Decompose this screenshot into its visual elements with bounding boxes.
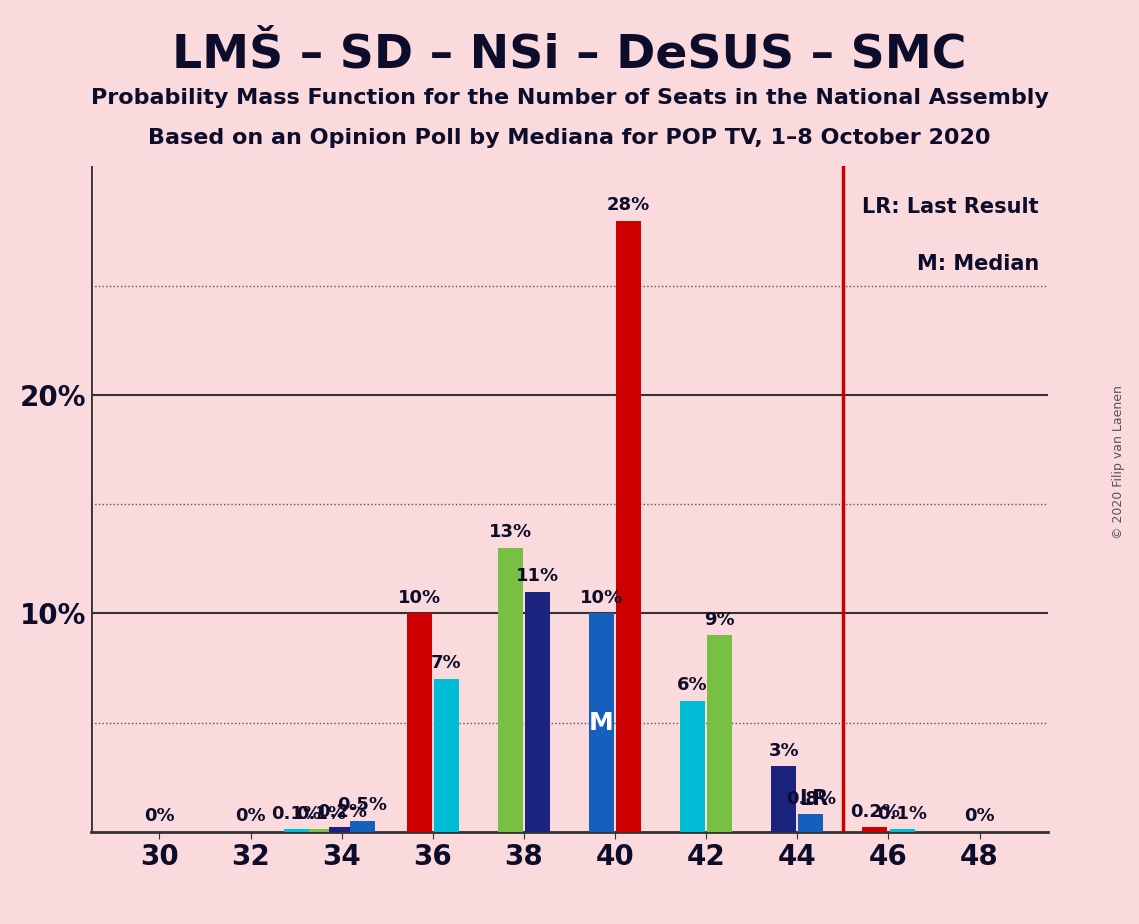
Bar	[498, 548, 523, 832]
Text: 0.1%: 0.1%	[271, 805, 321, 823]
Text: 0.8%: 0.8%	[786, 790, 836, 808]
Text: LR: LR	[800, 789, 829, 808]
Bar	[284, 830, 309, 832]
Text: 13%: 13%	[489, 524, 532, 541]
Bar	[798, 814, 823, 832]
Bar	[589, 614, 614, 832]
Text: 0%: 0%	[236, 807, 265, 825]
Text: 11%: 11%	[516, 567, 559, 585]
Bar	[329, 827, 354, 832]
Text: LMŠ – SD – NSi – DeSUS – SMC: LMŠ – SD – NSi – DeSUS – SMC	[172, 32, 967, 78]
Text: 0.5%: 0.5%	[337, 796, 387, 814]
Bar	[616, 221, 641, 832]
Bar	[862, 827, 887, 832]
Bar	[680, 700, 705, 832]
Text: 7%: 7%	[432, 654, 461, 673]
Text: 0%: 0%	[965, 807, 994, 825]
Text: 0%: 0%	[145, 807, 174, 825]
Text: 6%: 6%	[678, 676, 707, 694]
Bar	[771, 766, 796, 832]
Text: 9%: 9%	[705, 611, 735, 628]
Text: LR: Last Result: LR: Last Result	[862, 197, 1039, 217]
Text: 0.2%: 0.2%	[317, 803, 367, 821]
Bar	[309, 830, 334, 832]
Bar	[407, 614, 432, 832]
Text: M: M	[589, 711, 614, 735]
Text: 0.2%: 0.2%	[850, 803, 900, 821]
Text: 10%: 10%	[398, 589, 441, 607]
Bar	[707, 636, 732, 832]
Text: 28%: 28%	[607, 196, 650, 214]
Bar	[434, 679, 459, 832]
Bar	[890, 830, 915, 832]
Text: Probability Mass Function for the Number of Seats in the National Assembly: Probability Mass Function for the Number…	[91, 88, 1048, 108]
Text: 10%: 10%	[580, 589, 623, 607]
Bar	[525, 591, 550, 832]
Text: © 2020 Filip van Laenen: © 2020 Filip van Laenen	[1112, 385, 1125, 539]
Text: M: Median: M: Median	[917, 253, 1039, 274]
Text: 0.1%: 0.1%	[296, 805, 346, 823]
Text: 3%: 3%	[769, 742, 798, 760]
Bar	[350, 821, 375, 832]
Text: Based on an Opinion Poll by Mediana for POP TV, 1–8 October 2020: Based on an Opinion Poll by Mediana for …	[148, 128, 991, 148]
Text: 0.1%: 0.1%	[877, 805, 927, 823]
